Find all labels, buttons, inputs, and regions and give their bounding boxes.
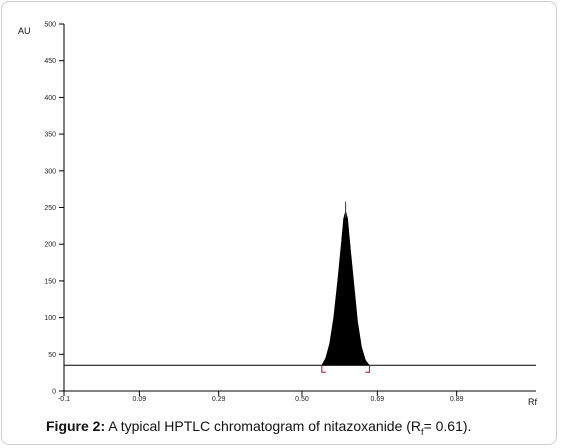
caption-subscript: f	[421, 426, 424, 437]
x-axis: -0.1 0.09 0.29 0.50 0.69 0.89	[58, 390, 536, 403]
y-tick-label: 400	[44, 95, 56, 102]
peak-end-marker	[365, 365, 370, 373]
caption-value: = 0.61).	[423, 418, 472, 434]
y-tick-label: 500	[44, 22, 56, 29]
y-tick-label: 350	[44, 132, 56, 139]
y-tick-label: 200	[44, 242, 56, 249]
x-tick-label: 0.09	[133, 396, 147, 403]
peak-area	[321, 210, 370, 366]
x-tick-label: 0.29	[212, 396, 226, 403]
y-tick-label: 250	[44, 205, 56, 212]
y-tick-label: 300	[44, 168, 56, 175]
series	[64, 201, 536, 373]
caption-text: A typical HPTLC chromatogram of nitazoxa…	[105, 418, 422, 434]
y-tick-label: 450	[44, 58, 56, 65]
peak-start-marker	[321, 365, 326, 373]
y-tick-label: 50	[48, 352, 56, 359]
y-tick-label: 100	[44, 315, 56, 322]
caption-label: Figure 2:	[46, 418, 106, 434]
y-axis: 0 50 100 150 200 250 300 350 400 450 500	[44, 22, 65, 396]
x-tick-label: 0.89	[450, 396, 464, 403]
x-axis-label: Rf	[528, 397, 537, 407]
x-tick-label: 0.50	[295, 396, 309, 403]
x-tick-label: 0.69	[371, 396, 385, 403]
x-tick-label: -0.1	[58, 396, 70, 403]
figure-caption: Figure 2: A typical HPTLC chromatogram o…	[46, 418, 471, 437]
y-axis-label: AU	[18, 26, 31, 36]
y-tick-label: 150	[44, 278, 56, 285]
y-tick-label: 0	[52, 389, 56, 396]
